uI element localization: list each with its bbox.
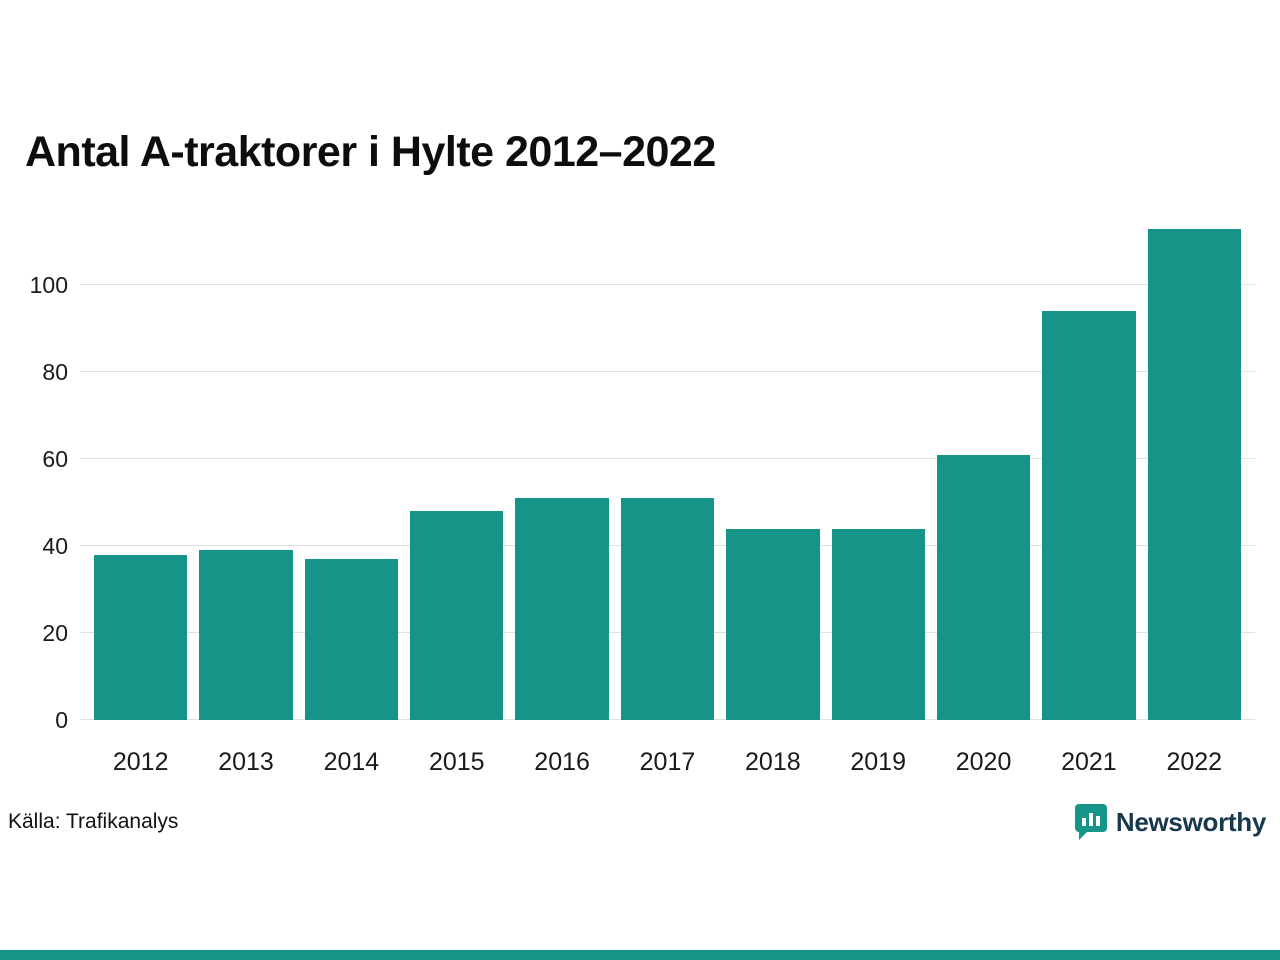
bar-2016 xyxy=(515,498,609,720)
bar-2020 xyxy=(936,455,1031,720)
bar-2015 xyxy=(410,511,504,720)
x-axis-tick-label: 2012 xyxy=(112,748,169,776)
bar-2013 xyxy=(199,550,293,720)
y-axis-tick-label: 100 xyxy=(29,272,68,299)
y-axis-tick-label: 20 xyxy=(42,620,68,647)
bar-2012 xyxy=(94,555,188,720)
x-axis-tick-label: 2019 xyxy=(850,748,906,776)
bar-2019 xyxy=(831,529,925,720)
x-axis-tick-label: 2013 xyxy=(218,748,274,776)
x-axis-tick-label: 2016 xyxy=(534,748,590,776)
bar-2022 xyxy=(1147,229,1241,720)
bar-2021 xyxy=(1042,311,1136,720)
x-axis-tick-label: 2017 xyxy=(639,748,696,776)
newsworthy-logo: Newsworthy xyxy=(1074,804,1266,840)
x-axis-tick-label: 2018 xyxy=(745,748,801,776)
newsworthy-logo-icon xyxy=(1074,804,1107,840)
gridline xyxy=(80,458,1255,460)
bar-2018 xyxy=(726,529,820,720)
bar-chart-plot-area: 0 20 40 60 80 100 xyxy=(30,220,1255,733)
y-axis-tick-label: 40 xyxy=(42,533,68,560)
gridline xyxy=(80,371,1255,373)
bar-2017 xyxy=(620,498,715,720)
x-axis-tick-label: 2022 xyxy=(1166,748,1223,776)
footer-accent-bar xyxy=(0,950,1280,960)
y-axis-tick-label: 0 xyxy=(55,707,68,733)
chart-title: Antal A-traktorer i Hylte 2012–2022 xyxy=(25,128,716,176)
x-axis-labels: 2012 2013 2014 2015 2016 2017 2018 2019 2020 2021… xyxy=(80,748,1255,777)
gridline xyxy=(80,284,1255,286)
x-axis-tick-label: 2014 xyxy=(323,748,380,776)
x-axis-tick-label: 2021 xyxy=(1061,748,1117,776)
bar-2014 xyxy=(304,559,399,720)
source-note: Källa: Trafikanalys xyxy=(8,810,179,833)
x-axis-tick-label: 2020 xyxy=(955,748,1012,776)
y-axis-tick-label: 80 xyxy=(42,359,68,386)
newsworthy-logo-text: Newsworthy xyxy=(1115,806,1266,837)
bar-series xyxy=(80,220,1255,720)
x-axis-tick-label: 2015 xyxy=(428,748,485,776)
y-axis-tick-label: 60 xyxy=(42,446,68,473)
